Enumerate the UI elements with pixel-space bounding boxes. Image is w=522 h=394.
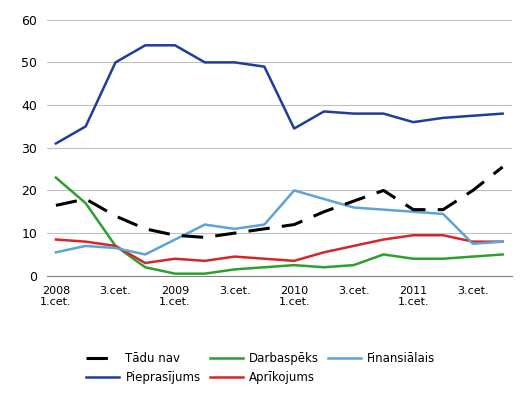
- Legend: Tādu nav, Pieprasījums, Darbaspēks, Aprīkojums, Finansiālais: Tādu nav, Pieprasījums, Darbaspēks, Aprī…: [87, 352, 435, 384]
